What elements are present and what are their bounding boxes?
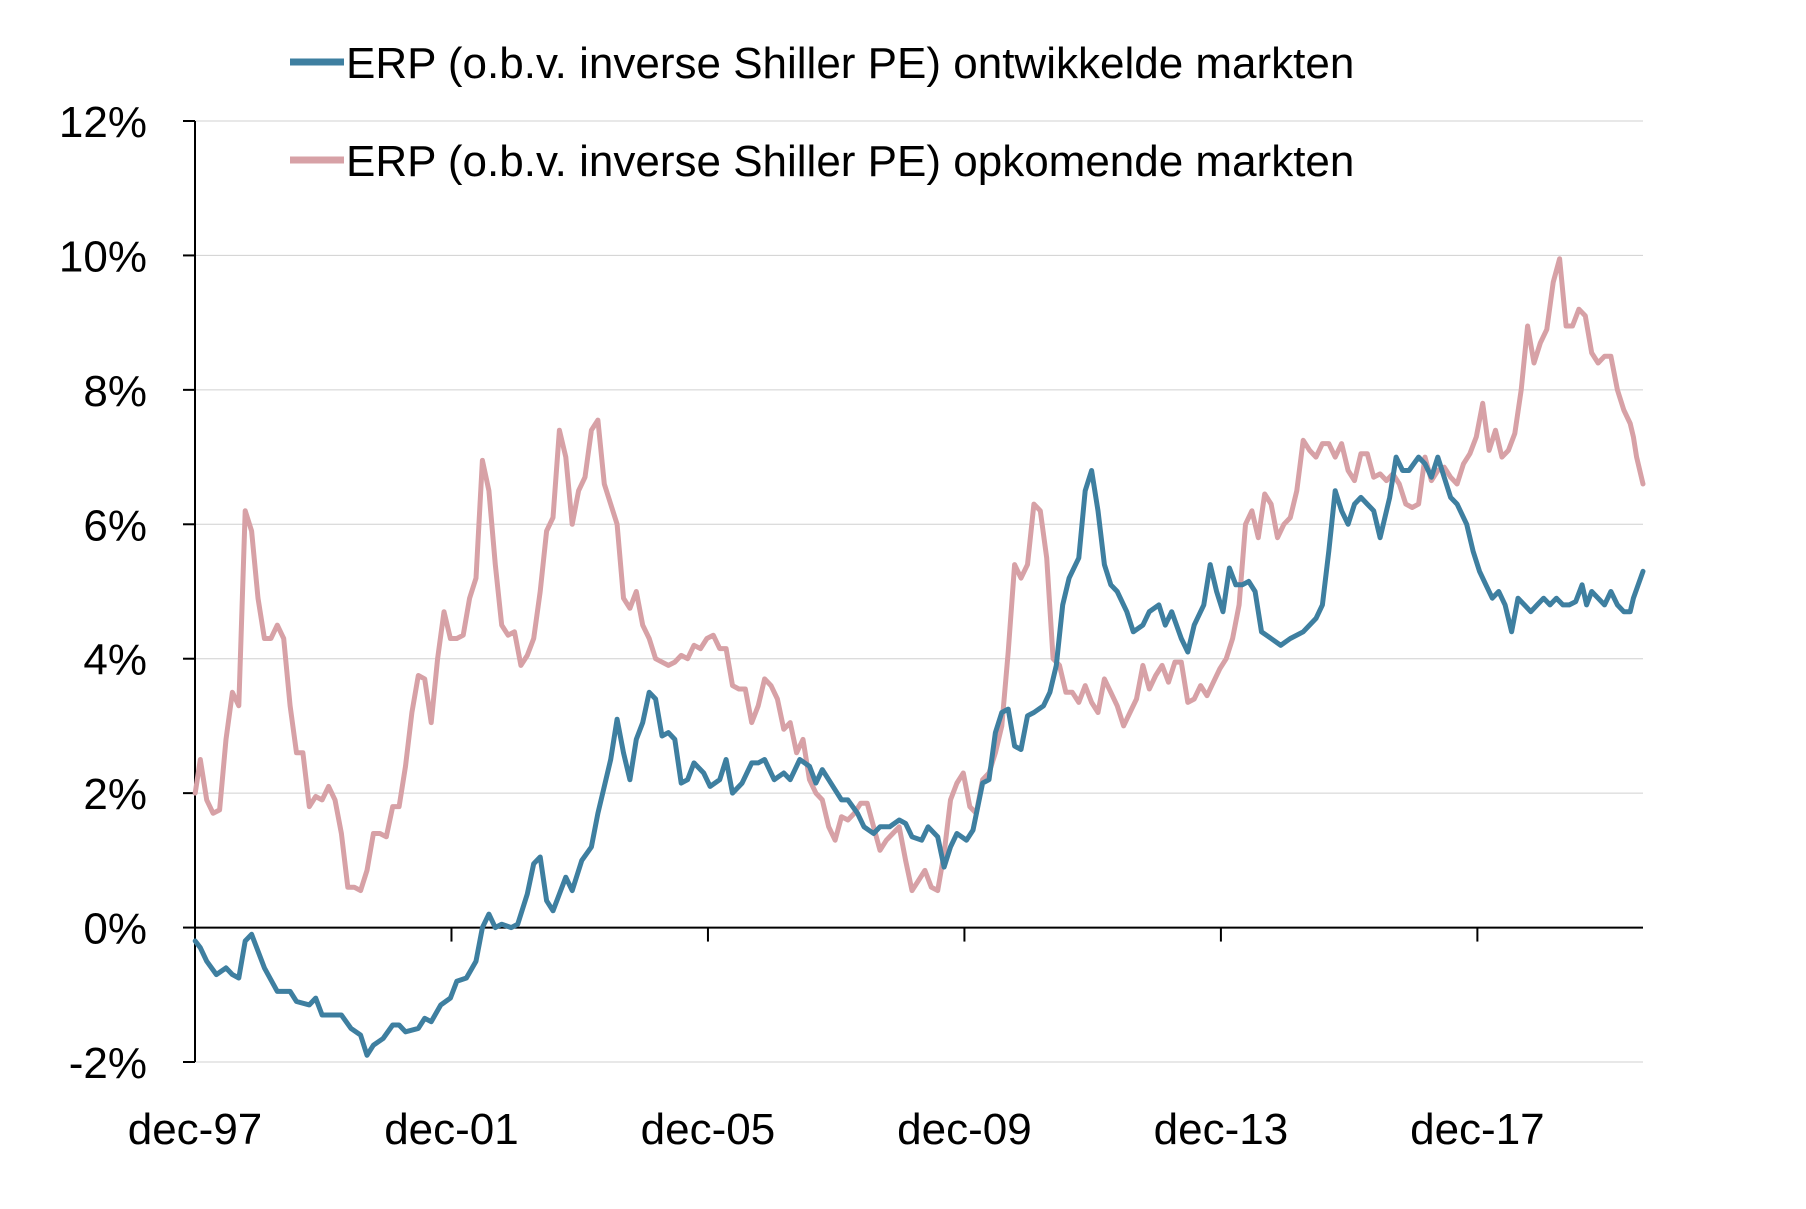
y-axis-tick-labels: -2% 0% 2% 4% 6% 8% 10% 12% [59, 98, 147, 1088]
x-tick-label: dec-05 [641, 1105, 776, 1154]
y-tick-label: 10% [59, 232, 147, 281]
y-tick-label: 12% [59, 98, 147, 147]
x-tick-label: dec-13 [1154, 1105, 1289, 1154]
legend-label: ERP (o.b.v. inverse Shiller PE) ontwikke… [346, 39, 1354, 88]
y-tick-label: 8% [83, 367, 147, 416]
axes [183, 120, 1643, 1063]
y-tick-label: 2% [83, 770, 147, 819]
y-tick-label: 4% [83, 636, 147, 685]
x-tick-label: dec-17 [1410, 1105, 1545, 1154]
series-lines [192, 256, 1646, 1058]
y-tick-label: 0% [83, 905, 147, 954]
x-tick-label: dec-09 [897, 1105, 1032, 1154]
legend-label: ERP (o.b.v. inverse Shiller PE) opkomend… [346, 137, 1354, 186]
series-line [192, 256, 1646, 894]
x-tick-label: dec-97 [128, 1105, 263, 1154]
x-tick-label: dec-01 [384, 1105, 519, 1154]
y-tick-label: 6% [83, 501, 147, 550]
gridlines [195, 120, 1643, 1063]
x-axis-tick-labels: dec-97 dec-01 dec-05 dec-09 dec-13 dec-17 [128, 1105, 1545, 1154]
legend: ERP (o.b.v. inverse Shiller PE) ontwikke… [290, 39, 1354, 186]
series-line [192, 454, 1646, 1058]
y-tick-label: -2% [69, 1039, 147, 1088]
